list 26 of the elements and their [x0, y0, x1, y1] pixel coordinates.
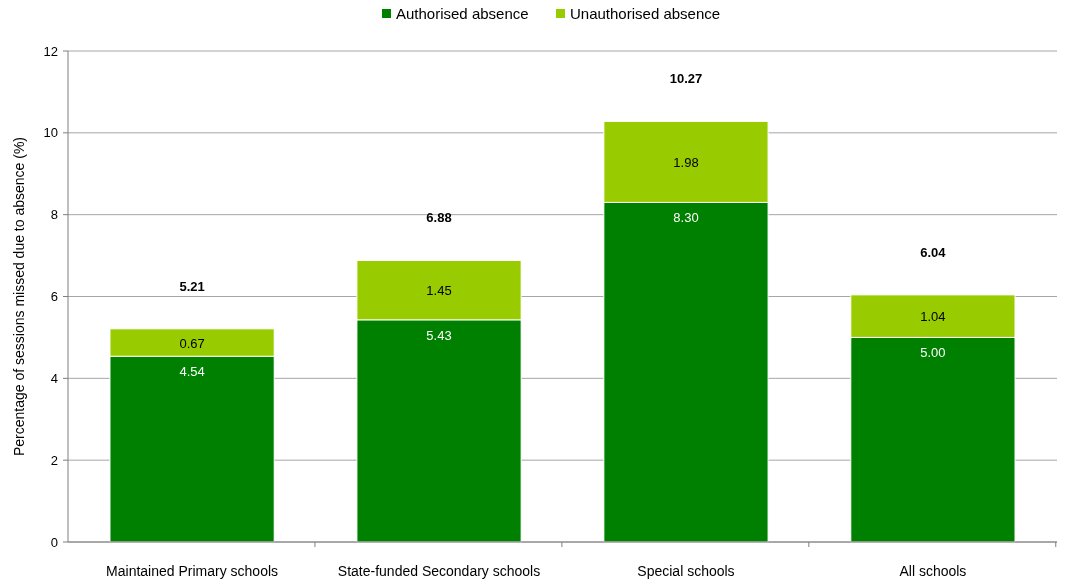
legend-label: Unauthorised absence: [570, 5, 721, 22]
legend-label: Authorised absence: [396, 5, 529, 22]
y-tick-label: 0: [50, 534, 58, 550]
y-tick-label: 12: [43, 43, 58, 59]
y-tick-label: 10: [43, 125, 58, 141]
x-tick-label: Maintained Primary schools: [106, 563, 279, 579]
x-tick-label: All schools: [899, 563, 967, 579]
y-tick-label: 8: [50, 207, 58, 223]
total-label: 6.04: [920, 244, 947, 260]
data-label: 5.43: [426, 327, 452, 343]
data-label: 1.45: [426, 283, 452, 299]
data-label: 4.54: [179, 364, 205, 380]
y-tick-label: 6: [50, 289, 58, 304]
total-label: 10.27: [669, 71, 703, 87]
data-label: 1.04: [920, 309, 946, 325]
data-label: 8.30: [673, 210, 699, 226]
data-label: 0.67: [179, 335, 205, 351]
y-axis-title: Percentage of sessions missed due to absence (%): [11, 136, 27, 457]
total-label: 5.21: [179, 278, 205, 294]
x-tick-label: State-funded Secondary schools: [337, 563, 541, 579]
data-label: 1.98: [673, 154, 699, 170]
x-tick-label: Special schools: [637, 563, 735, 579]
data-label: 5.00: [920, 345, 946, 361]
total-label: 6.88: [426, 210, 452, 226]
y-tick-label: 4: [50, 370, 58, 386]
y-tick-label: 2: [50, 452, 58, 468]
